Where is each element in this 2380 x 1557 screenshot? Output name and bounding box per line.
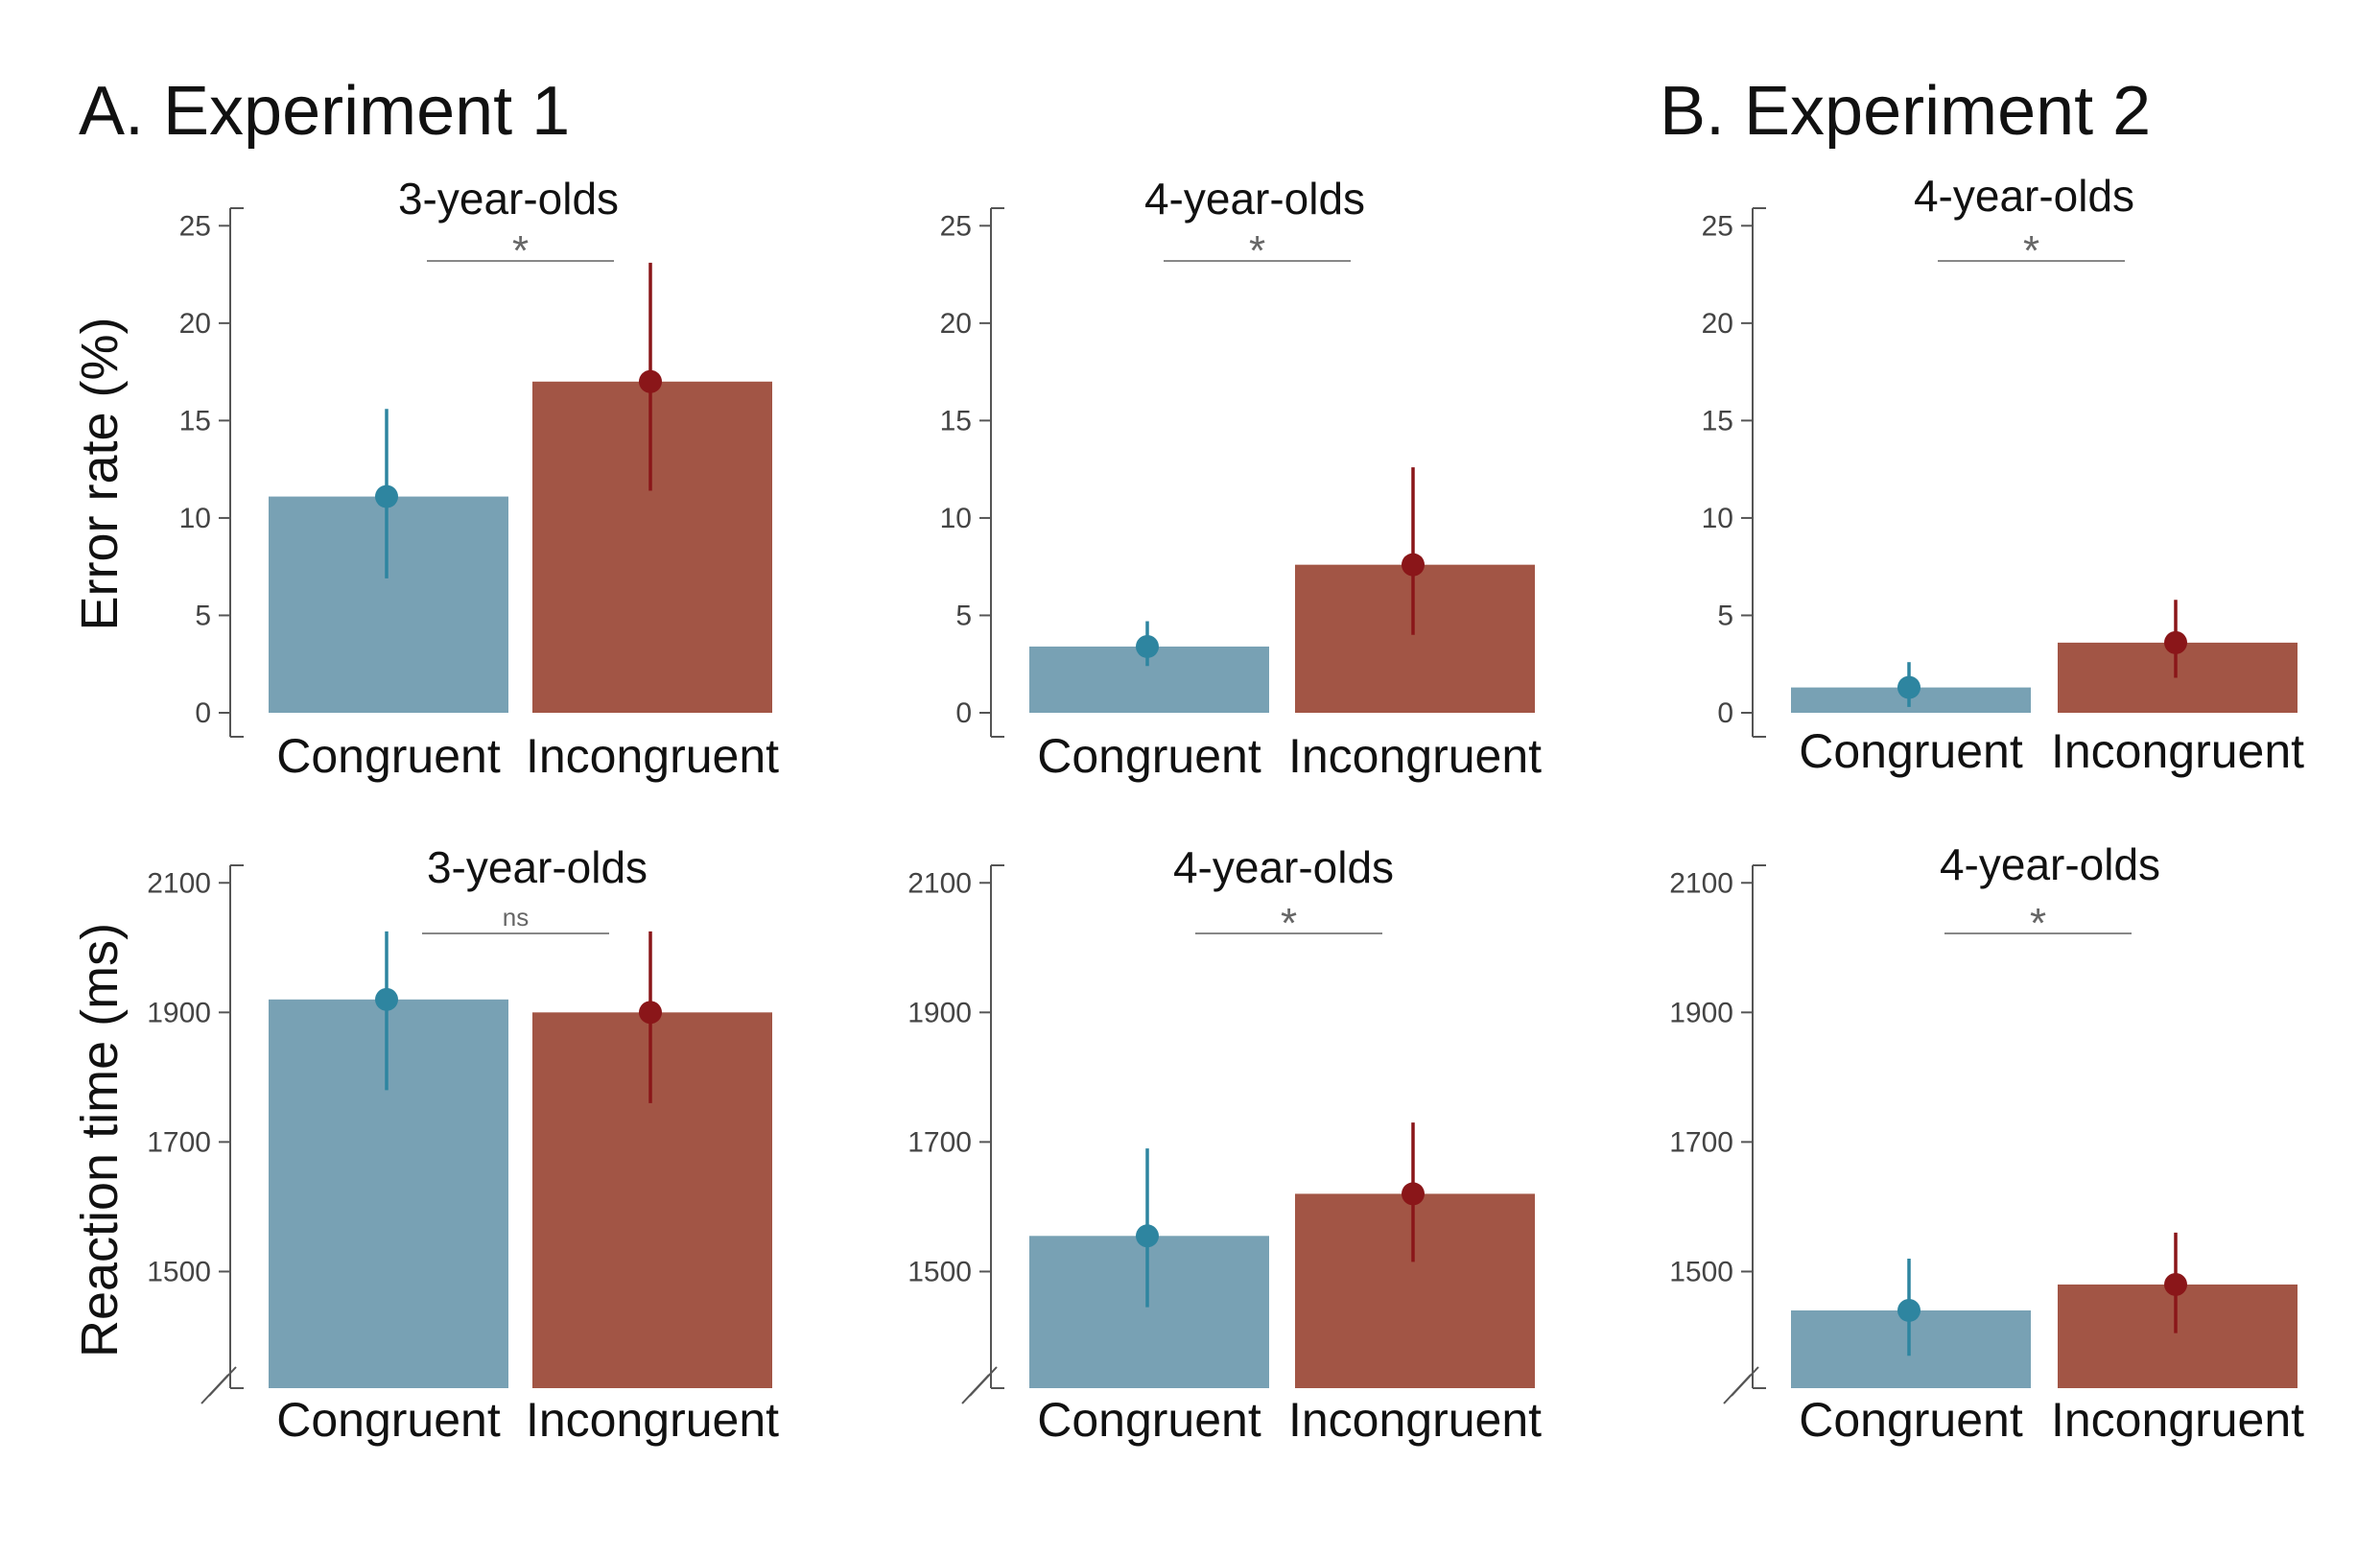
- y-tick-label: 5: [955, 600, 972, 631]
- bar-incongruent: [1295, 1193, 1535, 1388]
- mean-point-incongruent: [1402, 1182, 1425, 1206]
- y-tick-label: 20: [1702, 308, 1733, 340]
- y-tick-label: 0: [955, 697, 972, 729]
- category-label-congruent: Congruent: [1037, 1393, 1261, 1447]
- y-tick-label: 1500: [1669, 1256, 1733, 1287]
- bar-congruent: [1791, 1309, 2031, 1388]
- y-tick-label: 1700: [1669, 1126, 1733, 1158]
- bar-congruent: [1029, 1236, 1269, 1388]
- category-label-incongruent: Incongruent: [2051, 724, 2304, 778]
- panel-title: 3-year-olds: [398, 174, 619, 224]
- y-tick-label: 1700: [907, 1126, 972, 1158]
- panel-title: 4-year-olds: [1914, 171, 2134, 221]
- category-label-congruent: Congruent: [276, 1393, 501, 1447]
- category-label-incongruent: Incongruent: [2051, 1393, 2304, 1447]
- y-tick-label: 10: [179, 503, 211, 534]
- y-tick-label: 5: [1717, 600, 1733, 631]
- y-tick-label: 0: [195, 697, 211, 729]
- y-tick-label: 1900: [1669, 997, 1733, 1028]
- category-label-incongruent: Incongruent: [1288, 1393, 1542, 1447]
- section-title-experiment-1: A. Experiment 1: [79, 73, 570, 150]
- mean-point-congruent: [375, 484, 398, 508]
- category-label-congruent: Congruent: [1799, 724, 2023, 778]
- y-tick-label: 2100: [1669, 867, 1733, 899]
- mean-point-incongruent: [639, 369, 662, 393]
- bar-incongruent: [2058, 1284, 2298, 1388]
- y-tick-label: 0: [1717, 697, 1733, 729]
- panel-title: 4-year-olds: [1173, 842, 1394, 892]
- category-label-incongruent: Incongruent: [526, 729, 779, 783]
- axis-break-mark: [961, 1374, 990, 1404]
- mean-point-congruent: [1136, 634, 1159, 658]
- y-tick-label: 5: [195, 600, 211, 631]
- chart-panel-1: 0 5 10 15 20 25 Congruent Incongruent 3-year-old…: [71, 174, 779, 783]
- mean-point-congruent: [1897, 675, 1920, 699]
- y-tick-label: 15: [940, 405, 972, 436]
- mean-point-incongruent: [2164, 1272, 2187, 1296]
- axis-break-mark: [200, 1374, 229, 1404]
- bar-incongruent: [532, 381, 772, 713]
- category-label-congruent: Congruent: [1037, 729, 1261, 783]
- y-tick-label: 25: [940, 210, 972, 242]
- bar-congruent: [269, 496, 508, 713]
- panel-title: 4-year-olds: [1940, 839, 2160, 889]
- mean-point-congruent: [1136, 1224, 1159, 1248]
- chart-panel-6: 1500 1700 1900 2100 Congruent Incongruent 4-ye…: [1669, 839, 2304, 1447]
- y-tick-label: 20: [940, 308, 972, 340]
- mean-point-congruent: [375, 987, 398, 1011]
- bar-incongruent: [2058, 642, 2298, 713]
- panel-title: 3-year-olds: [427, 842, 648, 892]
- chart-panel-2: 0 5 10 15 20 25 Congruent Incongruent 4-year-old…: [940, 174, 1543, 783]
- y-tick-label: 2100: [147, 867, 211, 899]
- y-tick-label: 25: [179, 210, 211, 242]
- y-tick-label: 2100: [907, 867, 972, 899]
- panels: 0 5 10 15 20 25 Congruent Incongruent 3-year-old…: [71, 171, 2304, 1447]
- y-tick-label: 1700: [147, 1126, 211, 1158]
- y-tick-label: 1900: [147, 997, 211, 1028]
- y-tick-label: 1500: [907, 1256, 972, 1287]
- significance-label: *: [1281, 900, 1297, 947]
- significance-label: *: [512, 227, 529, 274]
- y-tick-label: 15: [179, 405, 211, 436]
- y-tick-label: 15: [1702, 405, 1733, 436]
- mean-point-incongruent: [2164, 630, 2187, 654]
- y-axis-label: Error rate (%): [71, 317, 129, 630]
- bar-incongruent: [1295, 564, 1535, 713]
- axis-break-mark: [1723, 1374, 1752, 1404]
- y-tick-label: 10: [940, 503, 972, 534]
- mean-point-incongruent: [639, 1001, 662, 1025]
- category-label-incongruent: Incongruent: [1288, 729, 1542, 783]
- section-title-experiment-2: B. Experiment 2: [1660, 73, 2151, 150]
- significance-label: ns: [503, 903, 529, 932]
- bar-congruent: [269, 999, 508, 1388]
- y-tick-label: 20: [179, 308, 211, 340]
- mean-point-congruent: [1897, 1298, 1920, 1322]
- chart-panel-3: 0 5 10 15 20 25 Congruent Incongruent 4-year-old…: [1702, 171, 2305, 778]
- category-label-incongruent: Incongruent: [526, 1393, 779, 1447]
- panel-title: 4-year-olds: [1144, 174, 1365, 224]
- significance-label: *: [1249, 227, 1265, 274]
- y-axis-label: Reaction time (ms): [71, 923, 129, 1357]
- chart-panel-4: 1500 1700 1900 2100 Congruent Incongruent 3-ye…: [71, 842, 779, 1447]
- bar-incongruent: [532, 1012, 772, 1388]
- significance-label: *: [2030, 900, 2046, 947]
- y-tick-label: 1500: [147, 1256, 211, 1287]
- y-tick-label: 25: [1702, 210, 1733, 242]
- mean-point-incongruent: [1402, 553, 1425, 577]
- y-tick-label: 1900: [907, 997, 972, 1028]
- category-label-congruent: Congruent: [1799, 1393, 2023, 1447]
- category-label-congruent: Congruent: [276, 729, 501, 783]
- chart-panel-5: 1500 1700 1900 2100 Congruent Incongruent 4-ye…: [907, 842, 1542, 1447]
- significance-label: *: [2023, 227, 2039, 274]
- y-tick-label: 10: [1702, 503, 1733, 534]
